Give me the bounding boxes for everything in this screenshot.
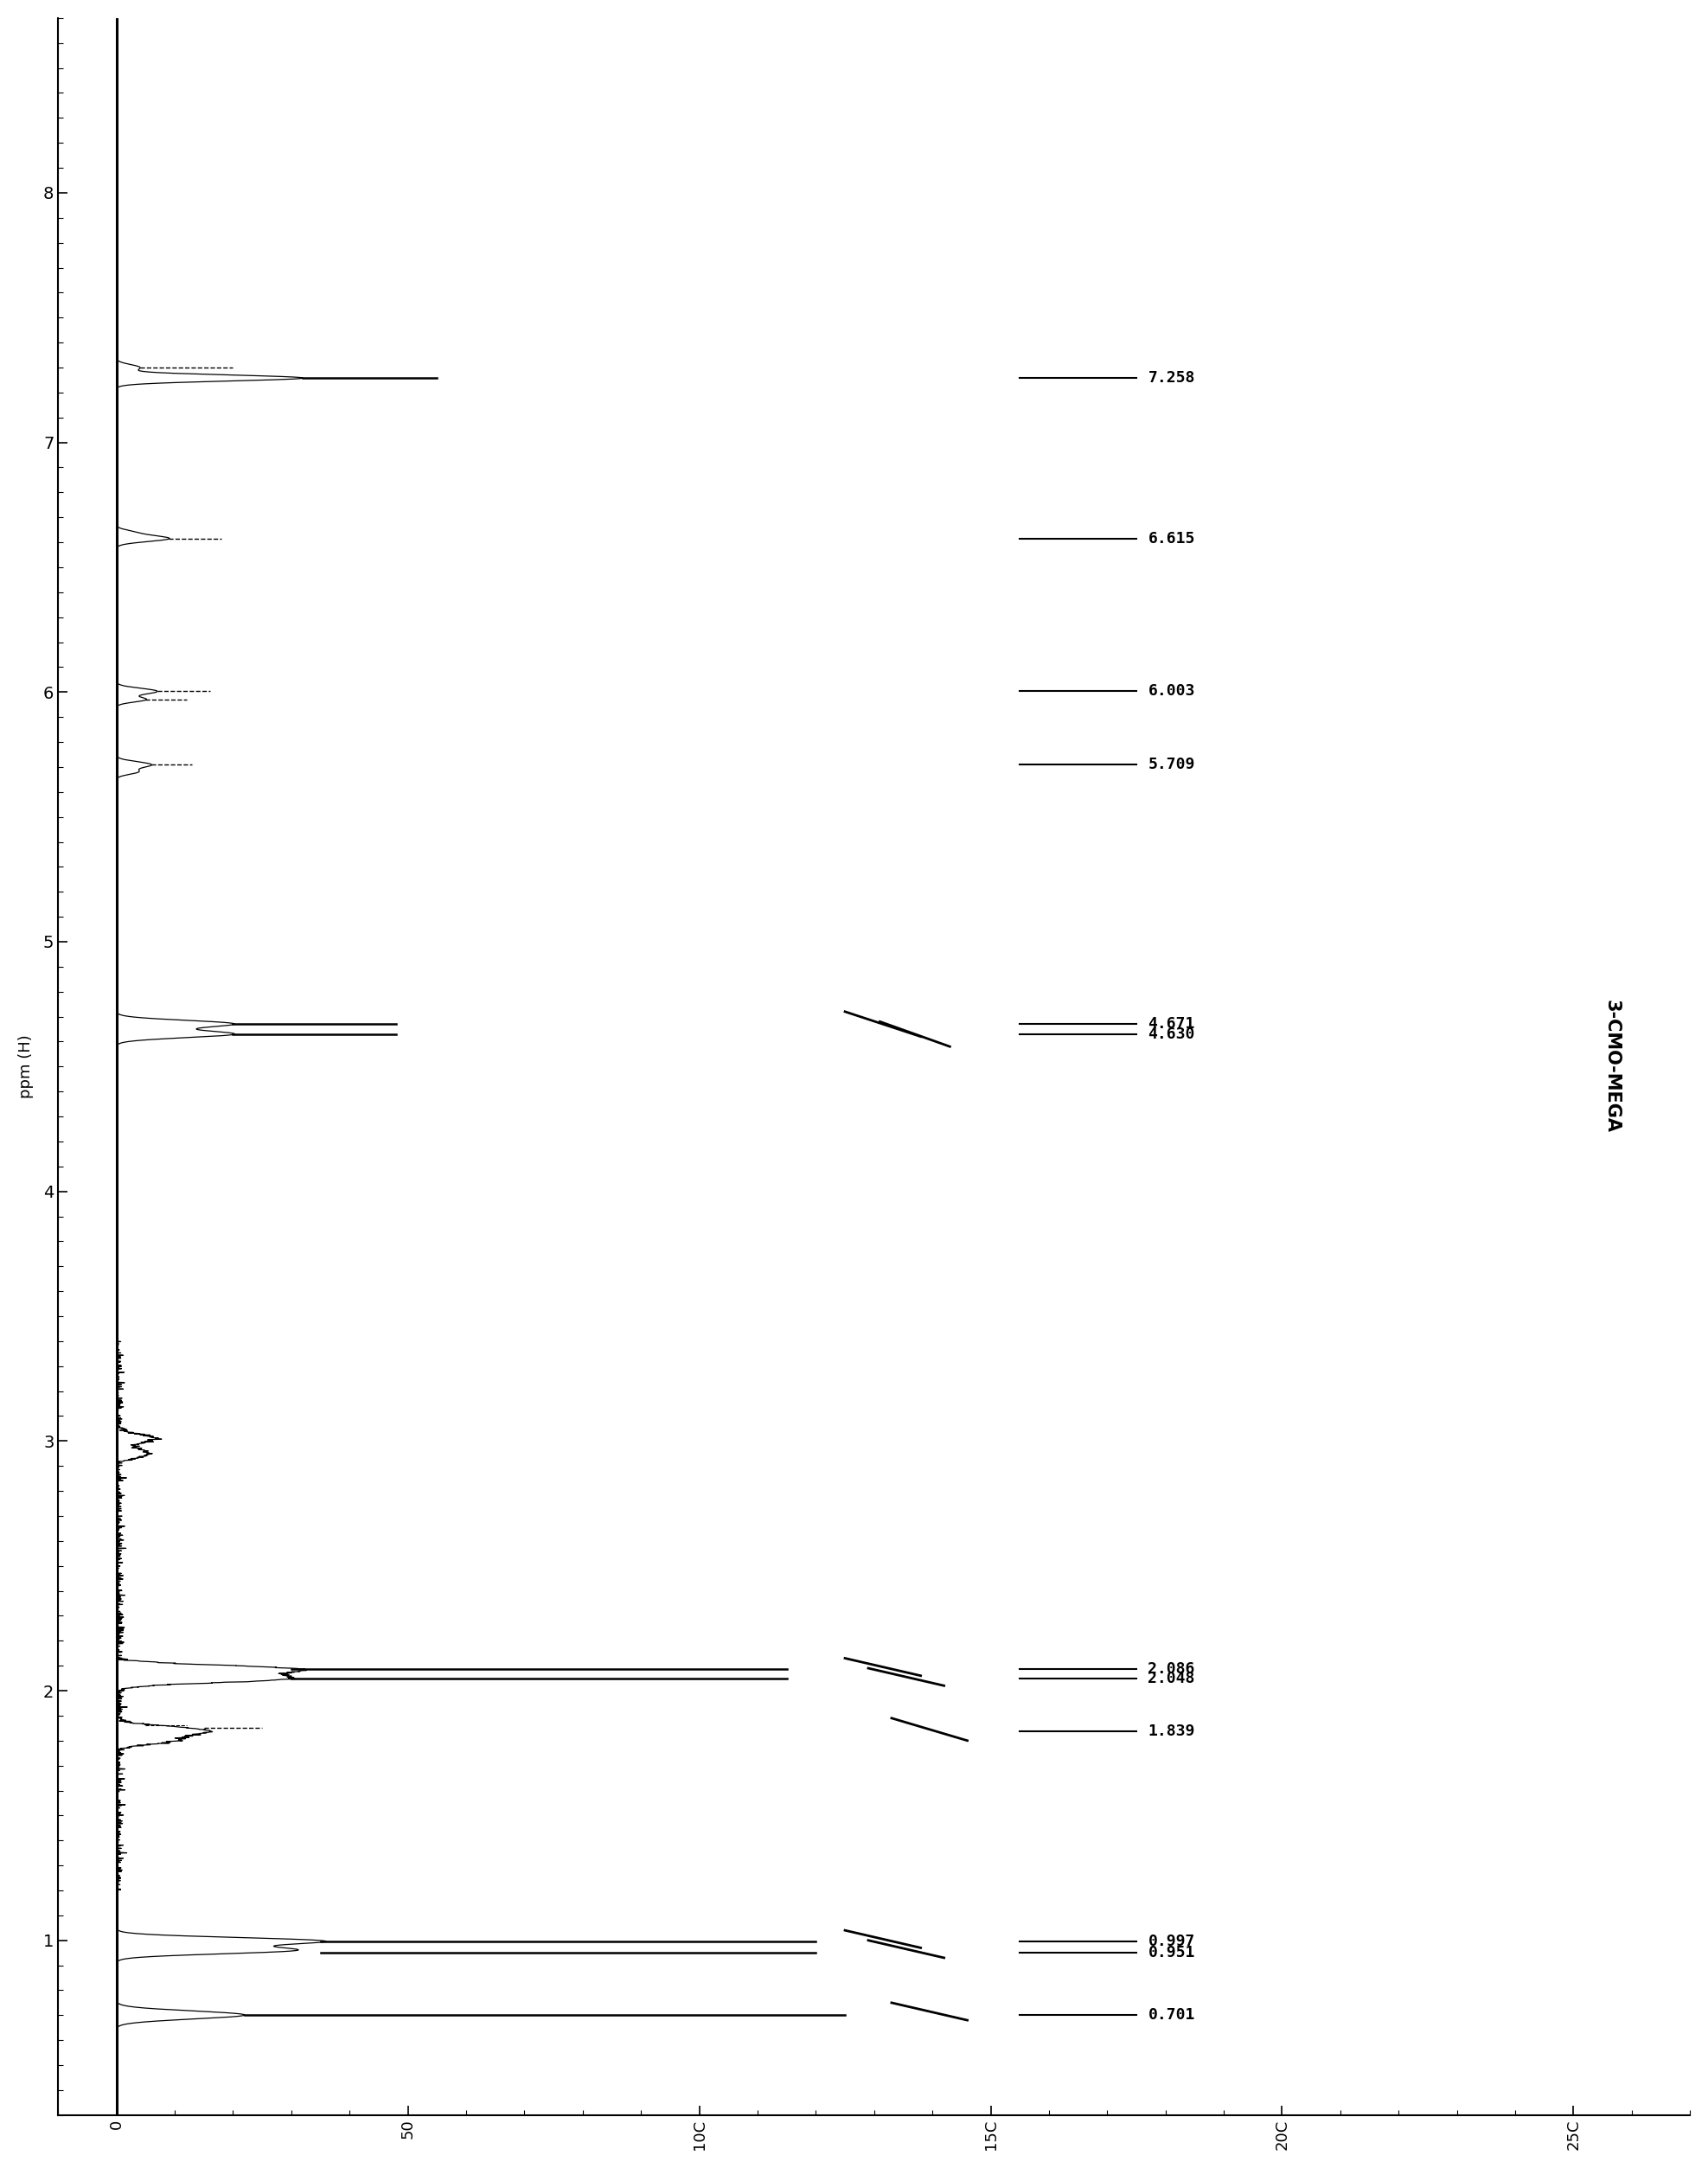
Text: 3-CMO-MEGA: 3-CMO-MEGA bbox=[1602, 999, 1619, 1134]
Text: 6.615: 6.615 bbox=[1148, 531, 1196, 546]
Text: 0.997: 0.997 bbox=[1148, 1934, 1196, 1949]
Text: 2.086: 2.086 bbox=[1148, 1661, 1196, 1678]
Text: 7.258: 7.258 bbox=[1148, 371, 1196, 386]
Y-axis label: ppm (H): ppm (H) bbox=[19, 1034, 34, 1099]
Text: 2.048: 2.048 bbox=[1148, 1672, 1196, 1687]
Text: 4.630: 4.630 bbox=[1148, 1025, 1196, 1043]
Text: 0.951: 0.951 bbox=[1148, 1945, 1196, 1960]
Text: 6.003: 6.003 bbox=[1148, 683, 1196, 698]
Text: 0.701: 0.701 bbox=[1148, 2008, 1196, 2023]
Text: 5.709: 5.709 bbox=[1148, 757, 1196, 772]
Text: 4.671: 4.671 bbox=[1148, 1017, 1196, 1032]
Text: 1.839: 1.839 bbox=[1148, 1724, 1196, 1739]
